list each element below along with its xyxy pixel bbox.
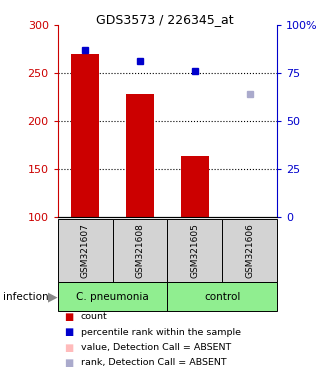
- Text: GSM321606: GSM321606: [245, 223, 254, 278]
- Bar: [113, 219, 168, 282]
- Bar: [126, 94, 154, 217]
- Text: ■: ■: [64, 343, 74, 353]
- Bar: [72, 54, 99, 217]
- Text: ■: ■: [64, 312, 74, 322]
- Text: infection: infection: [3, 291, 49, 302]
- Text: value, Detection Call = ABSENT: value, Detection Call = ABSENT: [81, 343, 231, 352]
- Bar: [168, 219, 222, 282]
- Text: GDS3573 / 226345_at: GDS3573 / 226345_at: [96, 13, 234, 26]
- Bar: [222, 219, 277, 282]
- Text: GSM321605: GSM321605: [190, 223, 199, 278]
- Text: GSM321607: GSM321607: [81, 223, 90, 278]
- Text: count: count: [81, 312, 108, 321]
- Bar: [58, 282, 168, 311]
- Text: control: control: [204, 291, 241, 302]
- Text: ▶: ▶: [48, 290, 57, 303]
- Text: GSM321608: GSM321608: [136, 223, 145, 278]
- Bar: [58, 219, 113, 282]
- Bar: [168, 282, 277, 311]
- Text: rank, Detection Call = ABSENT: rank, Detection Call = ABSENT: [81, 358, 226, 367]
- Text: C. pneumonia: C. pneumonia: [76, 291, 149, 302]
- Text: ■: ■: [64, 358, 74, 368]
- Text: percentile rank within the sample: percentile rank within the sample: [81, 328, 241, 337]
- Text: ■: ■: [64, 327, 74, 337]
- Bar: [181, 156, 209, 217]
